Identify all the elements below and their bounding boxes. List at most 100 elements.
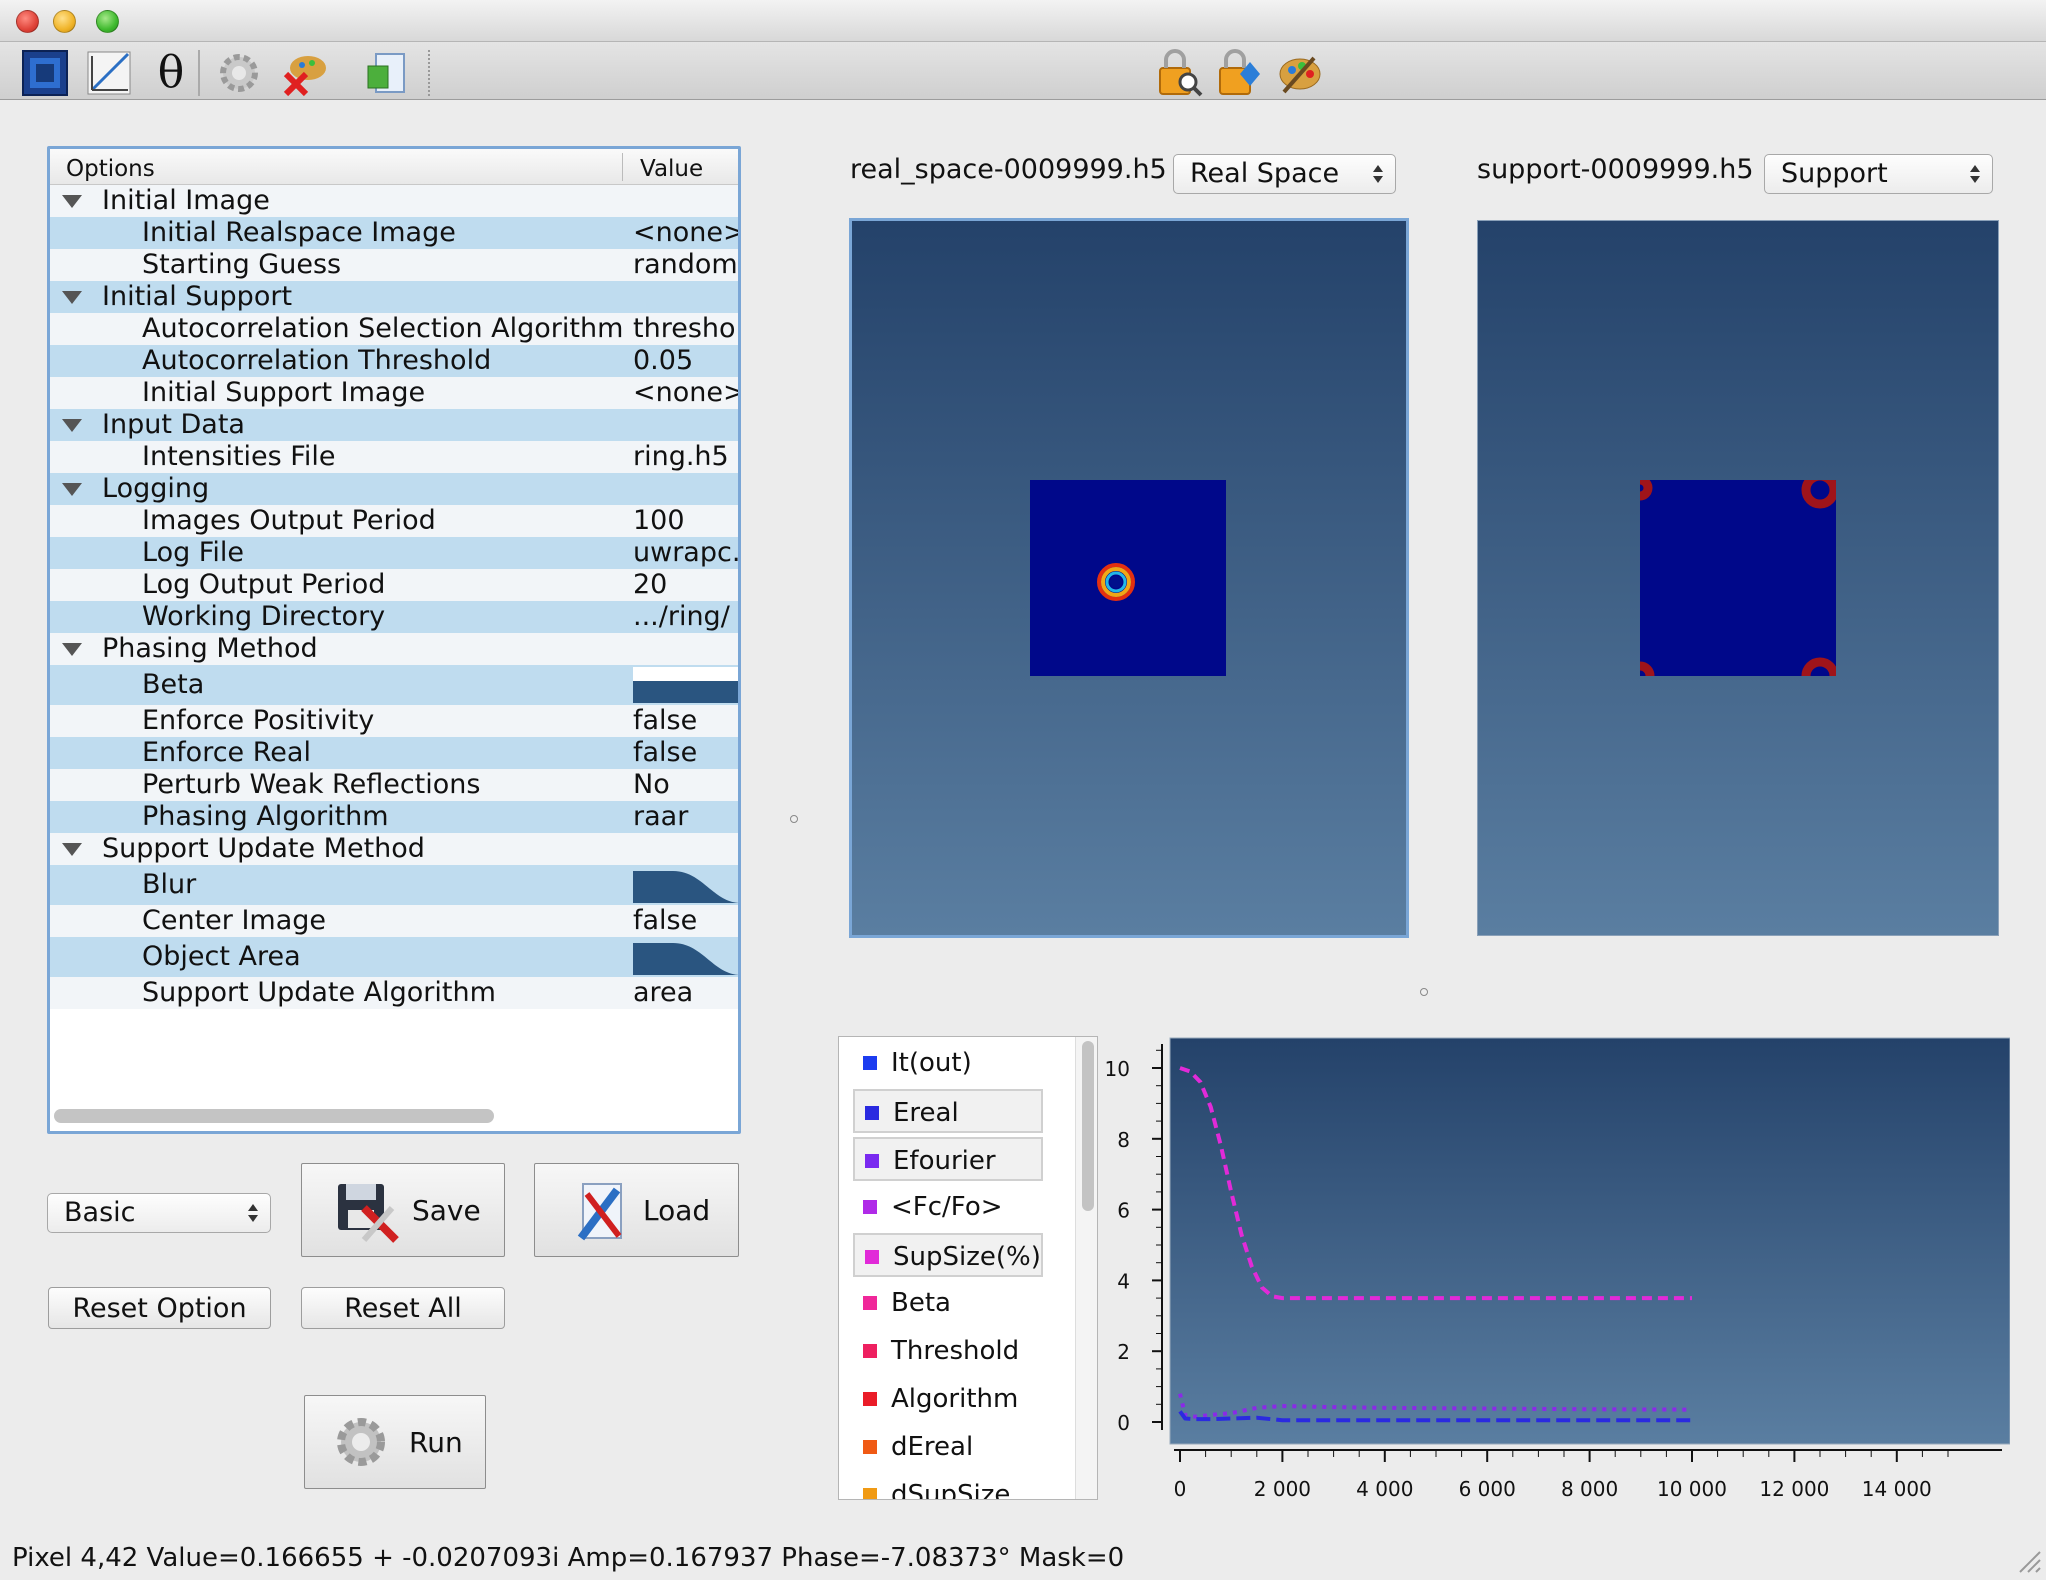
tree-option-value[interactable]: false xyxy=(633,705,698,736)
tree-option-value[interactable]: 20 xyxy=(633,569,668,600)
tree-option-row[interactable]: Beta xyxy=(50,665,738,705)
disclosure-triangle-icon[interactable] xyxy=(62,291,82,304)
legend-item[interactable]: dSupSize xyxy=(853,1473,1043,1499)
legend-item[interactable]: It(out) xyxy=(853,1041,1043,1085)
tree-option-value[interactable]: <none> xyxy=(633,377,741,408)
tree-option-row[interactable]: Autocorrelation Selection Algorithm thres… xyxy=(50,313,738,345)
tree-category-row[interactable]: Phasing Method xyxy=(50,633,738,665)
real-space-image-view[interactable] xyxy=(849,218,1409,938)
minimize-window-button[interactable] xyxy=(53,10,76,33)
tree-category-row[interactable]: Initial Image xyxy=(50,185,738,217)
horizontal-scrollbar[interactable] xyxy=(54,1109,494,1123)
reset-all-button[interactable]: Reset All xyxy=(301,1287,505,1329)
export-icon[interactable] xyxy=(362,48,412,98)
load-button[interactable]: Load xyxy=(534,1163,739,1257)
tree-option-row[interactable]: Enforce Real false xyxy=(50,737,738,769)
options-tree[interactable]: Options Value Initial Image Initial Reals… xyxy=(47,146,741,1134)
plot-canvas[interactable] xyxy=(1169,1037,2010,1445)
tree-option-value[interactable]: .../ring/ xyxy=(633,601,730,632)
value-curve-editor[interactable] xyxy=(633,667,741,703)
tree-option-row[interactable]: Initial Realspace Image <none> xyxy=(50,217,738,249)
plot-icon[interactable] xyxy=(84,48,134,98)
disclosure-triangle-icon[interactable] xyxy=(62,843,82,856)
tree-option-row[interactable]: Object Area xyxy=(50,937,738,977)
tree-option-row[interactable]: Images Output Period 100 xyxy=(50,505,738,537)
tree-option-value[interactable]: uwrapc.log xyxy=(633,537,741,568)
tree-option-value[interactable]: 100 xyxy=(633,505,685,536)
tree-option-row[interactable]: Perturb Weak Reflections No xyxy=(50,769,738,801)
value-column-header[interactable]: Value xyxy=(640,156,704,182)
legend-scrollbar-thumb[interactable] xyxy=(1082,1041,1094,1211)
lock-zoom-icon[interactable] xyxy=(1154,48,1204,98)
support-image[interactable] xyxy=(1640,480,1836,676)
header-divider[interactable] xyxy=(622,153,623,181)
legend-item[interactable]: Threshold xyxy=(853,1329,1043,1373)
tree-option-row[interactable]: Blur xyxy=(50,865,738,905)
legend-item[interactable]: dEreal xyxy=(853,1425,1043,1469)
tree-option-value[interactable]: ring.h5 xyxy=(633,441,729,472)
tree-option-value[interactable]: threshold xyxy=(633,313,738,344)
tree-option-row[interactable]: Intensities File ring.h5 xyxy=(50,441,738,473)
legend-scrollbar[interactable] xyxy=(1075,1037,1097,1499)
tree-category-row[interactable]: Support Update Method xyxy=(50,833,738,865)
legend-swatch xyxy=(863,1056,877,1070)
image-view-icon[interactable] xyxy=(20,48,70,98)
options-column-header[interactable]: Options xyxy=(66,156,155,182)
tree-option-row[interactable]: Center Image false xyxy=(50,905,738,937)
close-window-button[interactable] xyxy=(16,10,39,33)
theta-icon[interactable]: θ xyxy=(146,48,196,98)
support-image-view[interactable] xyxy=(1477,220,1999,936)
tree-option-value[interactable]: 0.05 xyxy=(633,345,694,376)
tree-option-value[interactable]: false xyxy=(633,905,698,936)
x-tick-label: 0 xyxy=(1174,1477,1187,1501)
tree-category-row[interactable]: Initial Support xyxy=(50,281,738,313)
legend-item[interactable]: SupSize(%) xyxy=(853,1233,1043,1277)
legend-item[interactable]: Ereal xyxy=(853,1089,1043,1133)
save-button[interactable]: Save xyxy=(301,1163,505,1257)
option-level-select[interactable]: Basic xyxy=(47,1193,271,1233)
tree-option-label: Enforce Real xyxy=(142,737,311,768)
tree-category-row[interactable]: Logging xyxy=(50,473,738,505)
tree-option-row[interactable]: Support Update Algorithm area xyxy=(50,977,738,1009)
tree-option-row[interactable]: Initial Support Image <none> xyxy=(50,377,738,409)
tree-option-row[interactable]: Log File uwrapc.log xyxy=(50,537,738,569)
tree-option-value[interactable]: area xyxy=(633,977,694,1008)
tree-option-row[interactable]: Starting Guess random xyxy=(50,249,738,281)
lock-arrows-icon[interactable] xyxy=(1214,48,1264,98)
reset-option-button[interactable]: Reset Option xyxy=(48,1287,271,1329)
palette-icon[interactable] xyxy=(1274,48,1324,98)
tree-option-row[interactable]: Autocorrelation Threshold 0.05 xyxy=(50,345,738,377)
legend-item[interactable]: Efourier xyxy=(853,1137,1043,1181)
plot-legend[interactable]: It(out) Ereal Efourier <Fc/Fo> SupSize(%) Bet… xyxy=(838,1036,1098,1500)
real-space-mode-select[interactable]: Real Space xyxy=(1173,154,1396,194)
tree-option-row[interactable]: Phasing Algorithm raar xyxy=(50,801,738,833)
clear-palette-icon[interactable] xyxy=(280,48,330,98)
disclosure-triangle-icon[interactable] xyxy=(62,419,82,432)
value-curve-editor[interactable] xyxy=(633,867,741,903)
value-curve-editor[interactable] xyxy=(633,939,741,975)
convergence-plot[interactable]: 0 2 4 6 8 10 0 2 000 4 000 6 000 8 000 10 000 12 000… xyxy=(1090,1030,2010,1512)
disclosure-triangle-icon[interactable] xyxy=(62,195,82,208)
legend-item[interactable]: <Fc/Fo> xyxy=(853,1185,1043,1229)
tree-option-row[interactable]: Working Directory .../ring/ xyxy=(50,601,738,633)
disclosure-triangle-icon[interactable] xyxy=(62,643,82,656)
real-space-image[interactable] xyxy=(1030,480,1226,676)
tree-option-value[interactable]: <none> xyxy=(633,217,741,248)
zoom-window-button[interactable] xyxy=(96,10,119,33)
horizontal-splitter-handle[interactable] xyxy=(1420,988,1428,996)
tree-category-row[interactable]: Input Data xyxy=(50,409,738,441)
legend-item[interactable]: Algorithm xyxy=(853,1377,1043,1421)
run-button[interactable]: Run xyxy=(304,1395,486,1489)
tree-option-value[interactable]: raar xyxy=(633,801,689,832)
tree-option-value[interactable]: false xyxy=(633,737,698,768)
support-mode-select[interactable]: Support xyxy=(1764,154,1993,194)
disclosure-triangle-icon[interactable] xyxy=(62,483,82,496)
gear-icon[interactable] xyxy=(214,48,264,98)
vertical-splitter-handle[interactable] xyxy=(790,815,798,823)
legend-item[interactable]: Beta xyxy=(853,1281,1043,1325)
tree-option-row[interactable]: Enforce Positivity false xyxy=(50,705,738,737)
tree-option-value[interactable]: No xyxy=(633,769,670,800)
tree-option-value[interactable]: random xyxy=(633,249,738,280)
tree-option-row[interactable]: Log Output Period 20 xyxy=(50,569,738,601)
resize-grip-icon[interactable] xyxy=(2016,1548,2042,1574)
